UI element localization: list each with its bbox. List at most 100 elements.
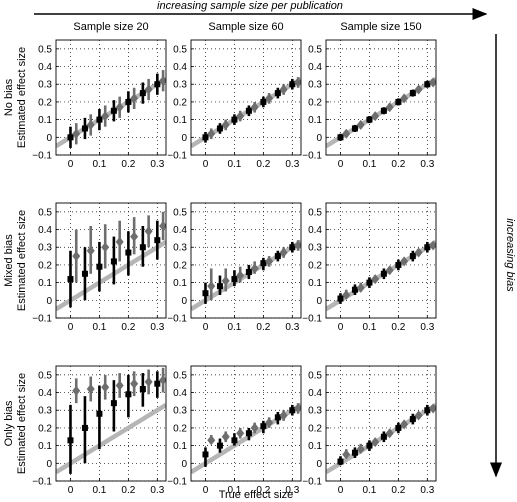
y-tick-label: 0.3	[308, 80, 322, 91]
diamond-marker	[72, 251, 81, 262]
x-tick-label: 0.1	[227, 159, 241, 170]
panel-0-2: 0.5 0.4 0.3 0.2 0.1 0 −0.1 0 0.1 0.2 0.3 Sample siz…	[302, 21, 437, 170]
row-title: No bias	[3, 78, 15, 116]
diamond-marker	[221, 431, 230, 442]
square-marker	[337, 458, 344, 465]
square-marker	[125, 98, 132, 105]
diamond-marker	[294, 403, 301, 414]
y-tick-label: 0.4	[38, 388, 52, 399]
y-tick-label: 0.2	[308, 423, 322, 434]
diamond-marker	[356, 444, 365, 455]
square-marker	[81, 270, 88, 277]
x-tick-label: 0.3	[285, 485, 299, 496]
diamond-marker	[414, 84, 423, 95]
x-tick-label: 0.3	[420, 159, 434, 170]
diamond-marker	[385, 265, 394, 276]
square-marker	[139, 386, 146, 392]
diamond-marker	[115, 236, 124, 247]
row-title: Mixed bias	[3, 234, 15, 287]
diamond-marker	[144, 226, 153, 237]
diamond-marker	[101, 382, 110, 393]
column-title: Sample size 20	[73, 21, 148, 33]
x-tick-label: 0.3	[285, 322, 299, 333]
square-marker	[67, 134, 74, 141]
diamond-marker	[429, 77, 436, 88]
x-tick-label: 0.1	[362, 485, 376, 496]
square-marker	[395, 424, 402, 431]
diamond-marker	[400, 93, 409, 104]
diamond-marker	[130, 93, 139, 104]
square-marker	[366, 279, 373, 286]
square-marker	[216, 442, 223, 449]
diamond-marker	[265, 417, 274, 428]
square-marker	[245, 269, 252, 275]
square-marker	[231, 276, 238, 283]
panel-1-2: 0.5 0.4 0.3 0.2 0.1 0 −0.1 0 0.1 0.2 0.3	[302, 202, 437, 333]
panel-1-1: 0.5 0.4 0.3 0.2 0.1 0 −0.1 0 0.1 0.2 0.3	[167, 202, 302, 333]
column-title: Sample size 60	[208, 21, 283, 33]
diamond-marker	[159, 221, 166, 231]
x-tick-label: 0.3	[150, 159, 164, 170]
square-marker	[154, 380, 161, 387]
y-tick-label: 0.4	[173, 62, 187, 73]
diamond-marker	[236, 111, 245, 122]
y-tick-label: 0.2	[38, 260, 52, 271]
diamond-marker	[342, 449, 351, 460]
y-tick-label: 0.5	[173, 370, 187, 381]
x-tick-label: 0	[338, 322, 344, 333]
square-marker	[409, 253, 416, 260]
x-tick-label: 0.3	[150, 322, 164, 333]
panel-2-0: 0.5 0.4 0.3 0.2 0.1 0 −0.1 0 0.1 0.2 0.3 Only bias E…	[3, 365, 167, 496]
panel-2-1: 0.5 0.4 0.3 0.2 0.1 0 −0.1 0 0.1 0.2 0.3	[167, 365, 302, 496]
square-marker	[274, 253, 281, 260]
square-marker	[260, 423, 267, 430]
x-tick-label: 0.2	[256, 322, 270, 333]
y-tick-label: 0.3	[38, 406, 52, 417]
square-marker	[380, 270, 387, 277]
y-tick-label: 0.2	[38, 423, 52, 434]
square-marker	[139, 244, 146, 251]
diamond-marker	[342, 290, 351, 300]
square-marker	[366, 442, 373, 449]
x-tick-label: 0.3	[420, 485, 434, 496]
identity-line	[56, 240, 166, 312]
diamond-marker	[400, 256, 409, 267]
diamond-marker	[130, 378, 139, 389]
square-marker	[274, 90, 281, 97]
square-marker	[67, 276, 74, 283]
square-marker	[380, 433, 387, 440]
diamond-marker	[279, 84, 288, 95]
square-marker	[289, 407, 296, 414]
y-tick-label: 0.4	[173, 225, 187, 236]
panel-frame	[325, 39, 437, 156]
y-tick-label: 0.1	[38, 441, 52, 452]
diamond-marker	[221, 119, 230, 130]
plot-area	[191, 77, 301, 149]
row-ylabel: Estimated effect size	[16, 47, 28, 148]
diamond-marker	[207, 128, 216, 139]
panel-frame	[55, 39, 167, 156]
diamond-marker	[86, 245, 95, 256]
y-tick-label: 0.2	[173, 423, 187, 434]
square-marker	[409, 416, 416, 423]
shared-xlabel: True effect size	[219, 489, 294, 501]
y-tick-label: 0.1	[173, 278, 187, 289]
diamond-marker	[294, 77, 301, 88]
x-tick-label: 0.1	[362, 322, 376, 333]
diamond-marker	[86, 119, 95, 130]
plot-area	[191, 403, 301, 475]
diamond-marker	[221, 275, 230, 286]
square-marker	[380, 107, 387, 114]
x-tick-label: 0.3	[420, 322, 434, 333]
diamond-marker	[371, 437, 380, 448]
square-marker	[202, 451, 209, 458]
y-tick-label: 0.5	[38, 44, 52, 55]
x-tick-label: 0.1	[92, 485, 106, 496]
y-tick-label: 0	[46, 296, 52, 307]
square-marker	[96, 116, 103, 123]
diamond-marker	[385, 428, 394, 439]
diamond-marker	[86, 384, 95, 394]
square-marker	[409, 90, 416, 97]
y-tick-label: −0.1	[167, 151, 187, 162]
square-marker	[395, 98, 402, 105]
